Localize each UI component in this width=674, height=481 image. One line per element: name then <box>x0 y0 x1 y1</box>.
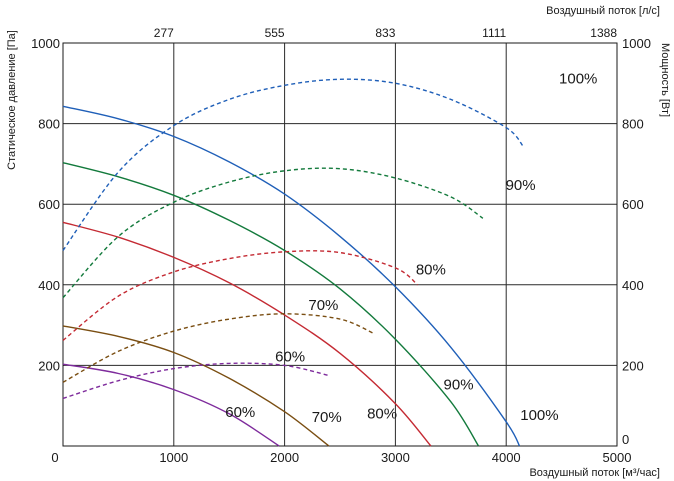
curve-label: 100% <box>559 70 597 87</box>
x-tick-label: 0 <box>51 450 58 465</box>
y-tick-label: 400 <box>38 278 60 293</box>
x2-tick-label: 1111 <box>482 26 506 40</box>
x2-tick-label: 833 <box>375 26 395 40</box>
y2-tick-label: 200 <box>622 358 644 373</box>
x-tick-label: 3000 <box>381 450 410 465</box>
series-group <box>62 78 524 447</box>
power-curve-100 <box>62 78 524 251</box>
pressure-curve-90 <box>62 162 480 447</box>
pressure-curve-70 <box>62 325 330 447</box>
curve-label: 90% <box>444 377 474 394</box>
x2-tick-label: 277 <box>154 26 174 40</box>
x-tick-label: 1000 <box>159 450 188 465</box>
y2-tick-label: 600 <box>622 197 644 212</box>
curve-label: 60% <box>225 404 255 421</box>
curve-label: 80% <box>367 406 397 423</box>
y2-axis-title: Мощность [Вт] <box>659 43 671 117</box>
x2-tick-label: 1388 <box>590 26 617 40</box>
pressure-curve-60 <box>62 363 280 447</box>
x2-axis-title: Воздушный поток [л/с] <box>546 5 660 17</box>
curve-label: 70% <box>308 297 338 314</box>
y-tick-label: 800 <box>38 117 60 132</box>
pressure-curve-80 <box>62 221 432 447</box>
curve-label: 60% <box>275 348 305 365</box>
y2-tick-label: 800 <box>622 117 644 132</box>
curve-label: 80% <box>416 262 446 279</box>
curve-label: 100% <box>520 407 558 424</box>
x-tick-label: 2000 <box>270 450 299 465</box>
x-tick-label: 4000 <box>492 450 521 465</box>
tick-labels: 0 1000 2000 3000 4000 5000 277 555 833 1111 1388 0 2… <box>31 26 651 465</box>
y-tick-label: 1000 <box>31 36 60 51</box>
curve-label: 70% <box>312 409 342 426</box>
power-curve-60 <box>62 362 330 400</box>
y-tick-label: 200 <box>38 358 60 373</box>
grid-lines <box>63 43 617 446</box>
power-curve-90 <box>62 167 484 299</box>
x-axis-title: Воздушный поток [м³/час] <box>529 467 660 479</box>
y2-tick-label: 400 <box>622 278 644 293</box>
curve-labels: 100% 90% 80% 70% 60% 100% 90% 80% 70% 60% <box>225 70 597 426</box>
pressure-curve-100 <box>62 105 521 447</box>
y-tick-label: 600 <box>38 197 60 212</box>
plot-frame <box>62 42 618 447</box>
y2-tick-label: 1000 <box>622 36 651 51</box>
x-tick-label: 5000 <box>603 450 632 465</box>
power-curve-70 <box>62 313 374 383</box>
y2-tick-label: 0 <box>622 432 629 447</box>
curve-label: 90% <box>506 177 536 194</box>
x2-tick-label: 555 <box>265 26 285 40</box>
y-axis-title: Статическое давление [Па] <box>6 30 18 170</box>
power-curve-80 <box>62 250 419 341</box>
